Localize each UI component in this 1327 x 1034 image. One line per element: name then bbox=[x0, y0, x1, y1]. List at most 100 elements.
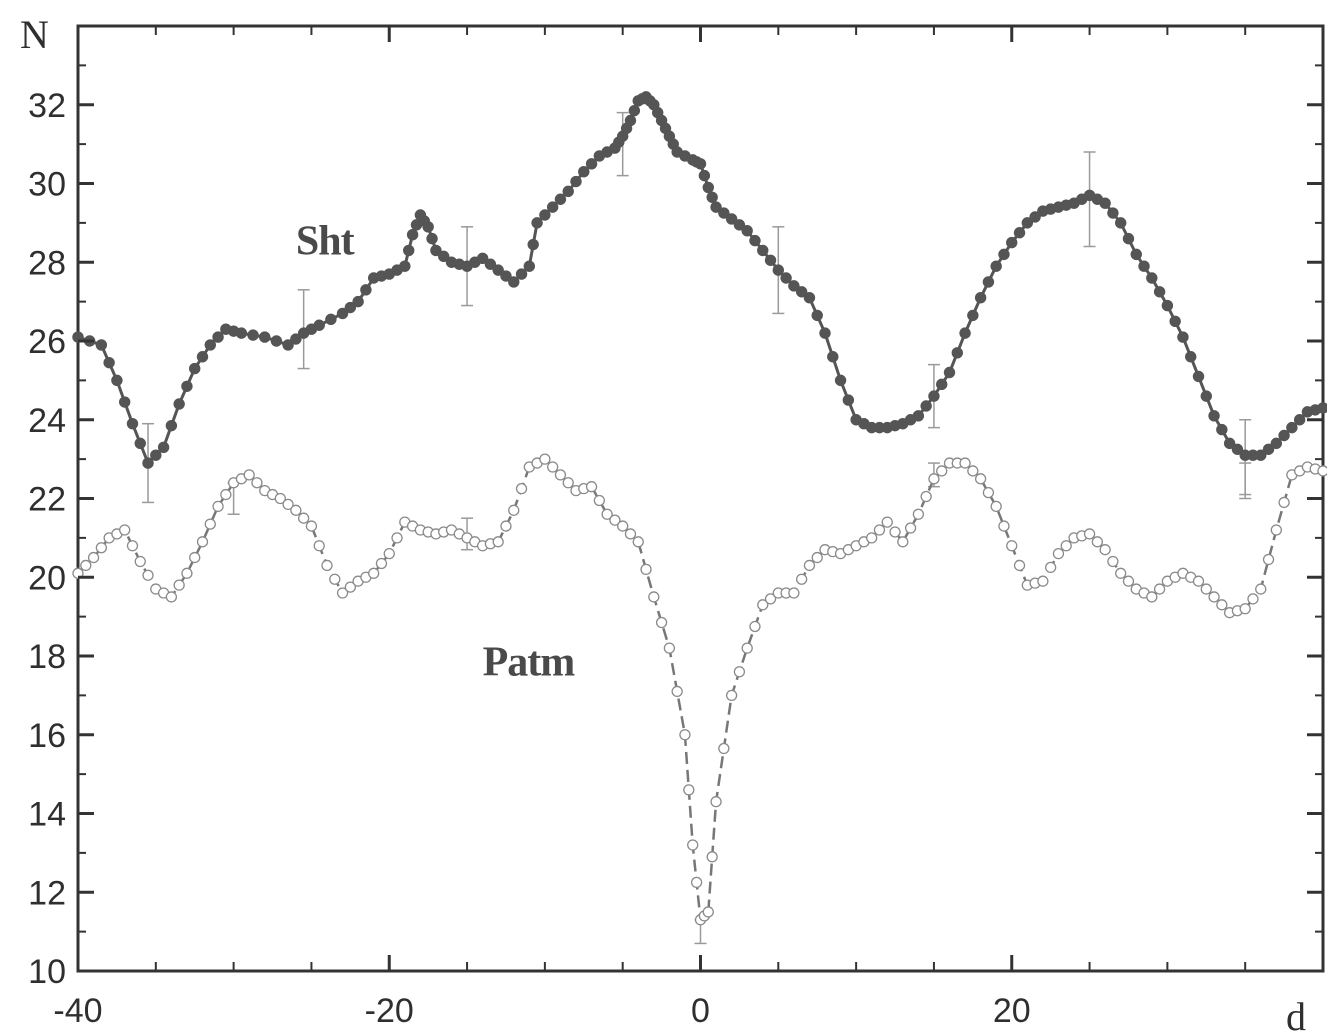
data-point bbox=[741, 225, 753, 237]
data-point bbox=[527, 238, 539, 251]
data-point bbox=[1192, 575, 1205, 587]
data-point bbox=[998, 520, 1010, 532]
data-point bbox=[196, 536, 209, 548]
data-point bbox=[118, 396, 131, 408]
data-point bbox=[1153, 583, 1166, 595]
data-point bbox=[165, 591, 178, 603]
data-point bbox=[247, 329, 259, 341]
data-point bbox=[1122, 575, 1135, 587]
data-point bbox=[757, 599, 769, 611]
data-point bbox=[476, 252, 489, 265]
data-point bbox=[687, 839, 699, 851]
data-point bbox=[531, 217, 543, 229]
data-point bbox=[749, 620, 761, 633]
data-point bbox=[539, 209, 551, 221]
data-point bbox=[360, 284, 372, 296]
data-point bbox=[628, 104, 641, 117]
data-point bbox=[920, 400, 932, 412]
data-point bbox=[80, 559, 92, 572]
data-point bbox=[562, 185, 574, 198]
data-point bbox=[585, 481, 598, 493]
ticks bbox=[76, 26, 1323, 973]
data-point bbox=[290, 333, 302, 345]
data-point bbox=[624, 528, 637, 540]
data-point bbox=[897, 536, 909, 548]
data-point bbox=[1037, 575, 1049, 587]
data-point bbox=[1099, 544, 1111, 556]
data-point bbox=[546, 201, 559, 213]
data-point bbox=[1052, 547, 1065, 560]
data-point bbox=[624, 114, 637, 127]
data-point bbox=[811, 309, 823, 322]
data-point bbox=[500, 270, 512, 282]
data-point bbox=[928, 390, 940, 402]
data-point bbox=[119, 524, 131, 536]
y-tick-label: 22 bbox=[28, 481, 66, 519]
data-point bbox=[134, 555, 146, 568]
data-point bbox=[375, 557, 388, 570]
data-point bbox=[1200, 583, 1212, 595]
data-point bbox=[336, 307, 349, 320]
data-point bbox=[601, 508, 613, 520]
x-tick-label: 20 bbox=[993, 992, 1031, 1030]
data-point bbox=[1169, 315, 1181, 328]
data-point bbox=[842, 394, 855, 406]
data-point bbox=[562, 477, 574, 489]
data-point bbox=[1153, 286, 1166, 298]
data-point bbox=[1021, 217, 1034, 229]
x-tick-label: 0 bbox=[691, 992, 710, 1030]
data-point bbox=[632, 536, 644, 548]
data-point bbox=[204, 339, 216, 351]
data-point bbox=[881, 516, 893, 528]
data-point bbox=[399, 260, 411, 272]
data-point bbox=[111, 374, 123, 387]
data-point bbox=[251, 477, 263, 489]
data-point bbox=[336, 587, 349, 599]
data-point bbox=[290, 504, 302, 516]
data-point bbox=[570, 175, 582, 188]
data-point bbox=[1083, 528, 1096, 540]
data-point bbox=[706, 851, 718, 863]
data-point bbox=[967, 309, 979, 322]
data-point bbox=[702, 906, 714, 918]
x-axis-label: d bbox=[1286, 994, 1306, 1034]
data-point bbox=[95, 339, 108, 351]
data-point bbox=[181, 567, 193, 579]
y-tick-label: 28 bbox=[28, 244, 66, 282]
data-point bbox=[718, 207, 730, 219]
data-point bbox=[1270, 437, 1283, 450]
data-point bbox=[1255, 583, 1267, 595]
data-point bbox=[554, 469, 567, 481]
data-point bbox=[764, 254, 777, 266]
data-point bbox=[1146, 591, 1158, 603]
data-point bbox=[492, 536, 504, 548]
data-point bbox=[982, 276, 995, 288]
data-point bbox=[1107, 555, 1119, 568]
data-point bbox=[936, 465, 948, 477]
data-point bbox=[788, 280, 800, 292]
data-point bbox=[834, 374, 847, 387]
data-point bbox=[1262, 443, 1275, 455]
data-point bbox=[749, 234, 761, 247]
data-point bbox=[974, 291, 987, 304]
data-point bbox=[1107, 207, 1119, 219]
data-point bbox=[1138, 260, 1150, 272]
data-point bbox=[1317, 402, 1327, 414]
data-point bbox=[912, 508, 925, 520]
data-point bbox=[1262, 553, 1275, 566]
series-label-patm: Patm bbox=[483, 640, 576, 686]
data-point bbox=[780, 272, 792, 284]
data-point bbox=[165, 419, 178, 432]
series-line bbox=[77, 457, 1324, 923]
data-point bbox=[936, 378, 948, 391]
data-point bbox=[259, 331, 271, 343]
data-point bbox=[1161, 299, 1174, 312]
data-point bbox=[1216, 423, 1228, 436]
data-point bbox=[274, 492, 286, 505]
data-point bbox=[585, 158, 598, 170]
data-point bbox=[1185, 351, 1197, 363]
data-point bbox=[282, 339, 294, 351]
data-point bbox=[1255, 449, 1267, 461]
data-point bbox=[803, 559, 816, 572]
data-point bbox=[819, 327, 831, 339]
